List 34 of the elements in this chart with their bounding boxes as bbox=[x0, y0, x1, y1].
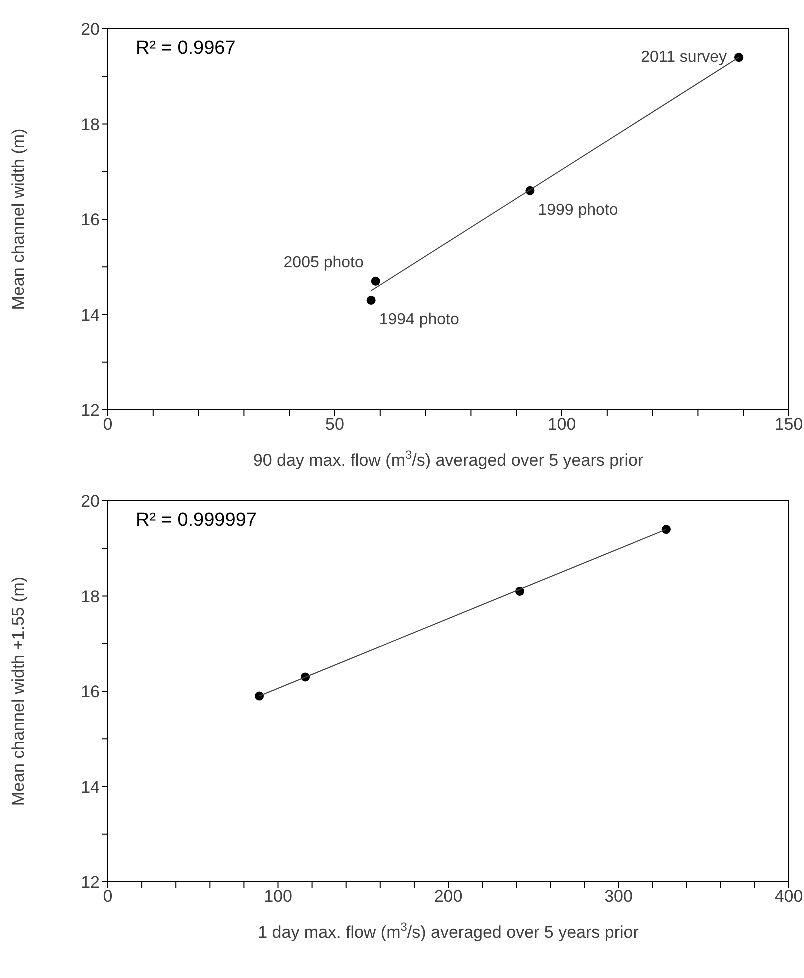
annotation: 1994 photo bbox=[379, 312, 460, 329]
y-tick-label: 16 bbox=[81, 210, 100, 230]
x-tick-label: 150 bbox=[774, 415, 804, 434]
x-tick-label: 100 bbox=[548, 415, 576, 434]
point bbox=[255, 692, 264, 701]
y-tick-label: 12 bbox=[81, 401, 100, 420]
annotation: 2011 survey bbox=[641, 48, 728, 66]
x-tick-label: 0 bbox=[103, 887, 113, 906]
annotation: R² = 0.999997 bbox=[136, 510, 257, 532]
y-tick-label: 20 bbox=[81, 20, 100, 40]
annotation: 2005 photo bbox=[284, 254, 364, 272]
point bbox=[662, 525, 671, 534]
y-tick-label: 18 bbox=[81, 115, 100, 134]
point bbox=[371, 276, 380, 286]
annotation: 1999 photo bbox=[538, 202, 618, 220]
x-axis-title: 1 day max. flow (m$^{3}$/s) averaged over 5 years prior bbox=[258, 920, 640, 942]
x-axis-title: 90 day max. flow (m$^{3}$/s) averaged over 5 years prior bbox=[253, 448, 644, 470]
y-tick-label: 18 bbox=[81, 587, 100, 606]
y-tick-label: 14 bbox=[81, 778, 100, 797]
y-axis-title: Mean channel width (m) bbox=[9, 128, 28, 310]
point bbox=[734, 53, 744, 62]
y-axis-title: Mean channel width +1.55 (m) bbox=[9, 576, 28, 806]
x-tick-label: 300 bbox=[604, 887, 633, 906]
x-tick-label: 100 bbox=[264, 887, 292, 906]
y-tick-label: 16 bbox=[81, 682, 100, 702]
x-tick-label: 400 bbox=[774, 887, 804, 906]
x-tick-label: 200 bbox=[434, 887, 463, 906]
y-tick-label: 20 bbox=[81, 492, 100, 512]
annotation: R² = 0.9967 bbox=[136, 38, 236, 60]
y-tick-label: 14 bbox=[81, 306, 100, 325]
y-tick-label: 12 bbox=[81, 873, 100, 892]
x-tick-label: 50 bbox=[326, 415, 344, 434]
point bbox=[366, 296, 376, 305]
x-tick-label: 0 bbox=[103, 415, 113, 434]
